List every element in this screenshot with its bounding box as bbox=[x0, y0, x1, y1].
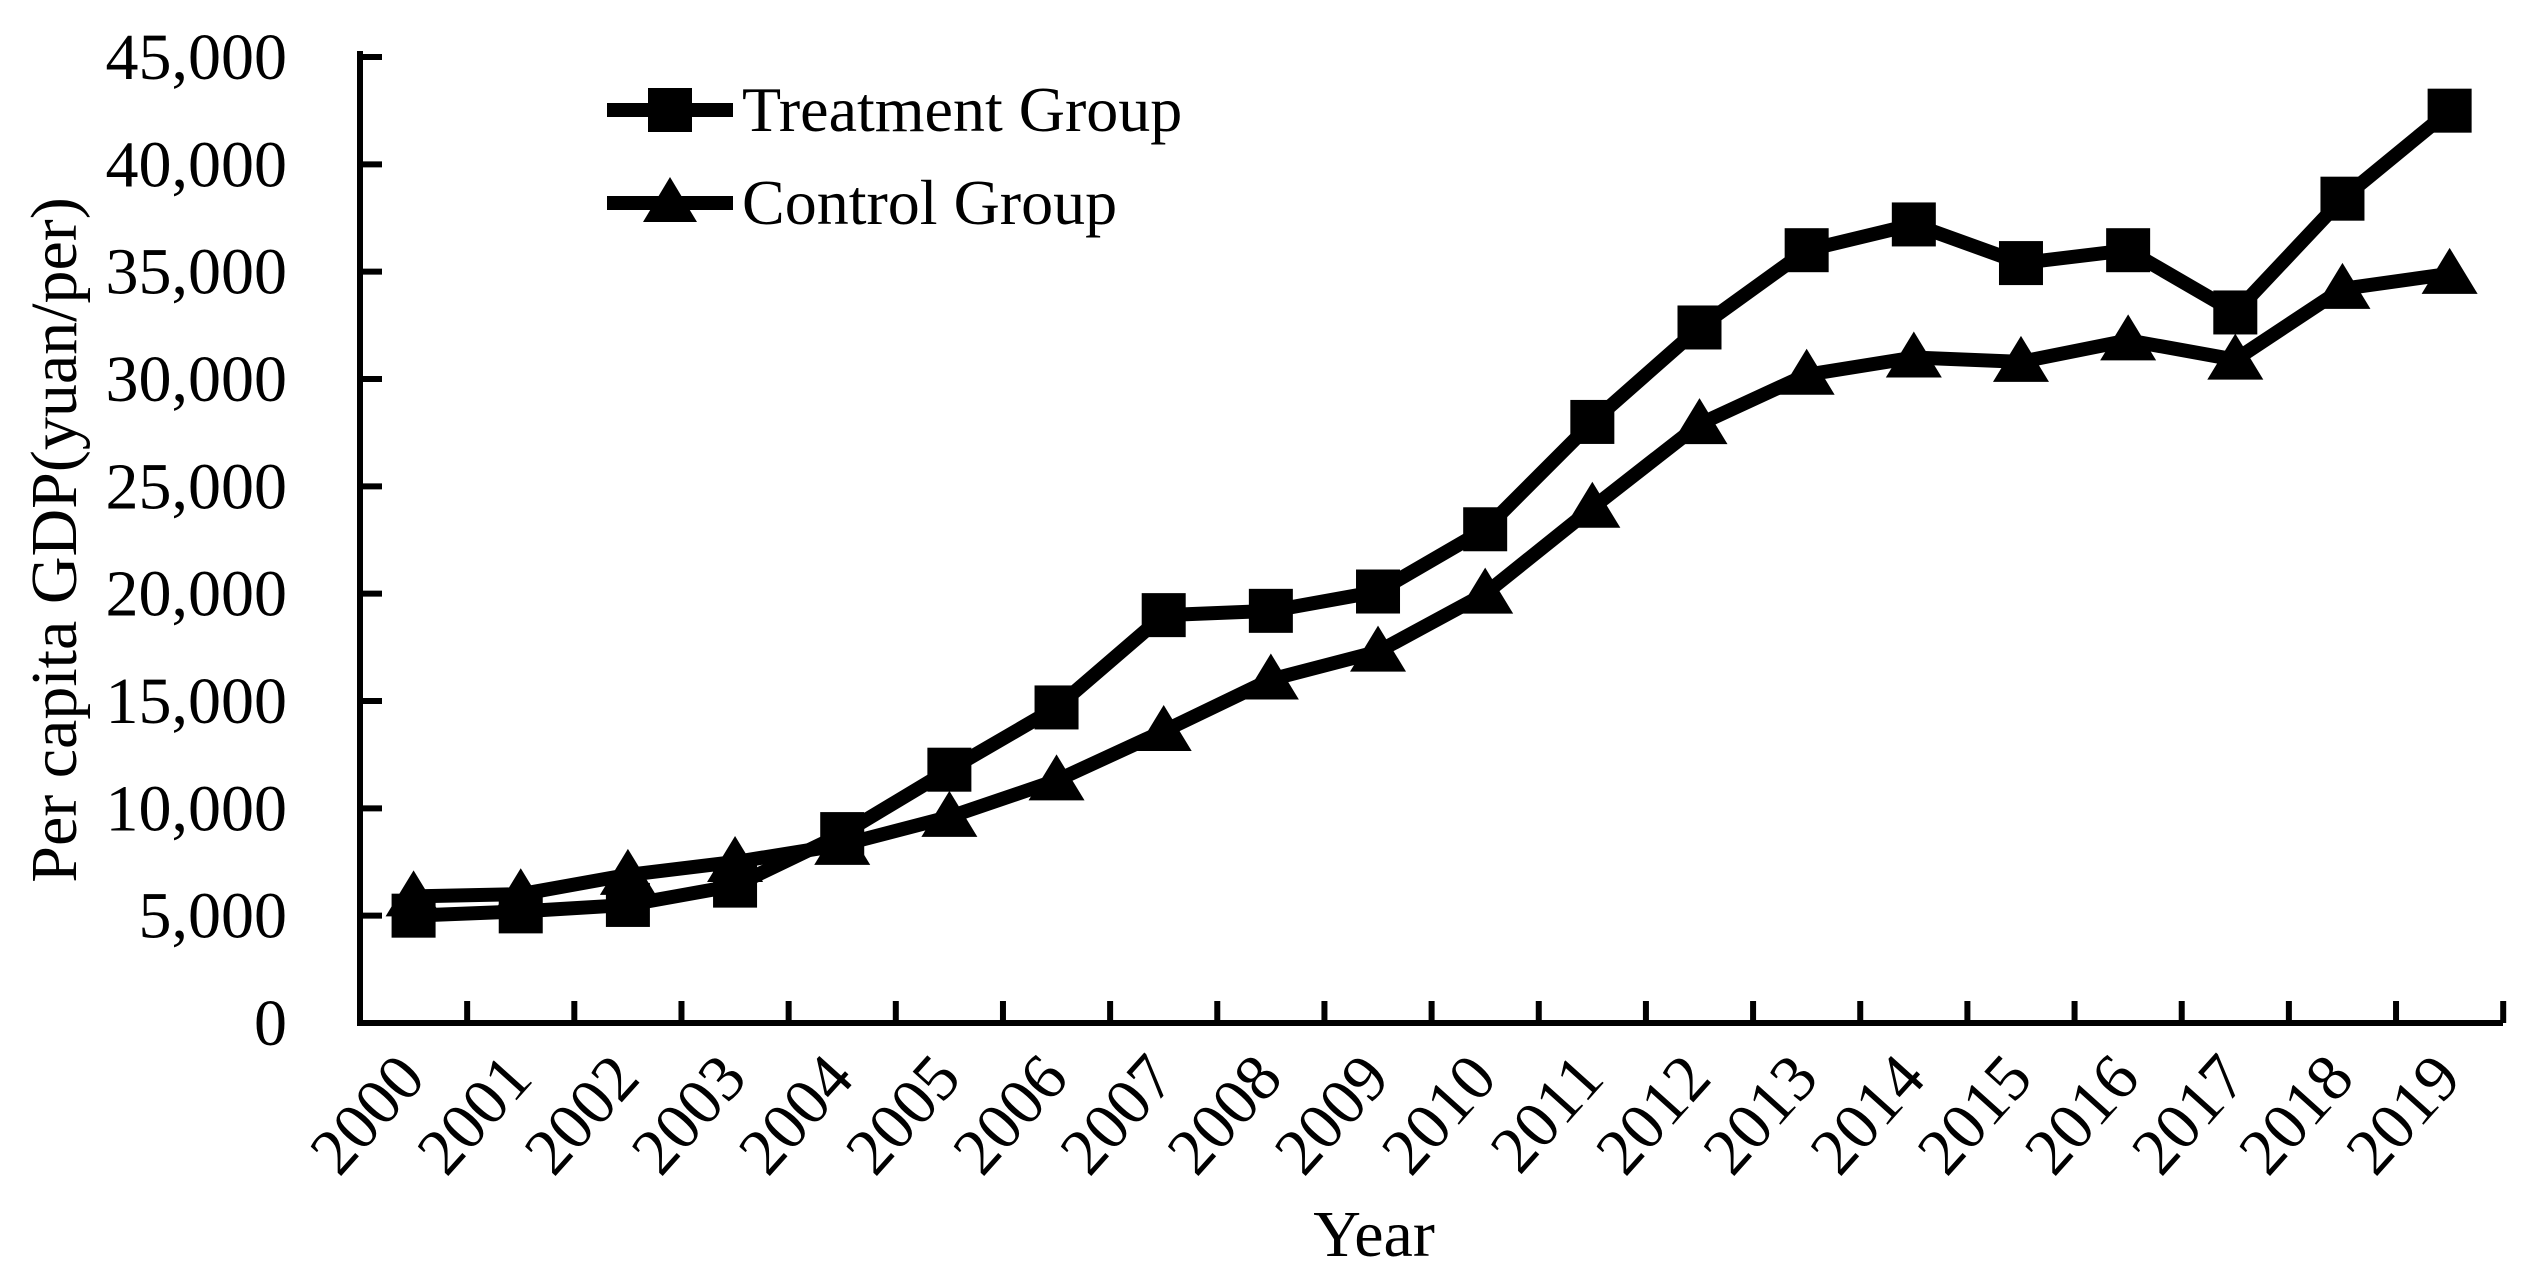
x-tick-label: 2005 bbox=[832, 1041, 975, 1188]
y-tick-label: 40,000 bbox=[106, 128, 288, 201]
y-tick-label: 15,000 bbox=[106, 665, 288, 738]
treatment-square-marker bbox=[1248, 588, 1293, 633]
y-axis-tick-labels: 0 5,000 10,000 15,000 20,000 25,000 30,000 35,0… bbox=[106, 21, 288, 1060]
control-triangle-marker bbox=[1671, 398, 1728, 445]
x-tick-label: 2003 bbox=[618, 1041, 761, 1188]
treatment-square-marker bbox=[1570, 399, 1615, 444]
treatment-square-marker bbox=[1891, 202, 1936, 247]
x-tick-label: 2000 bbox=[296, 1041, 439, 1188]
y-tick-label: 45,000 bbox=[106, 21, 288, 94]
treatment-square-marker bbox=[1141, 593, 1186, 638]
x-tick-label: 2017 bbox=[2118, 1041, 2261, 1188]
x-tick-label: 2019 bbox=[2332, 1041, 2475, 1188]
control-triangle-marker bbox=[1135, 705, 1192, 752]
control-triangle-marker bbox=[814, 818, 871, 865]
control-triangle-marker bbox=[2207, 333, 2264, 380]
treatment-square-marker bbox=[1998, 241, 2043, 286]
control-triangle-marker bbox=[1457, 567, 1514, 614]
x-tick-label: 2016 bbox=[2011, 1041, 2154, 1188]
legend-label-treatment: Treatment Group bbox=[742, 74, 1182, 145]
x-tick-label: 2015 bbox=[1904, 1041, 2047, 1188]
series-markers bbox=[385, 88, 2478, 938]
control-triangle-marker bbox=[1242, 653, 1299, 700]
control-triangle-marker bbox=[2314, 262, 2371, 309]
control-triangle-marker bbox=[1564, 481, 1621, 528]
x-tick-label: 2018 bbox=[2225, 1041, 2368, 1188]
x-tick-label: 2014 bbox=[1796, 1041, 1939, 1188]
y-tick-label: 35,000 bbox=[106, 236, 288, 309]
treatment-square-marker bbox=[2320, 176, 2365, 221]
legend-item-treatment: Treatment Group bbox=[607, 74, 1182, 145]
legend: Treatment Group Control Group bbox=[607, 74, 1182, 238]
x-tick-label: 2009 bbox=[1261, 1041, 1404, 1188]
legend-square-marker-icon bbox=[648, 88, 692, 132]
treatment-square-marker bbox=[1463, 507, 1508, 552]
y-tick-label: 20,000 bbox=[106, 558, 288, 631]
legend-triangle-marker-icon bbox=[643, 177, 697, 222]
x-tick-label: 2010 bbox=[1368, 1041, 1511, 1188]
control-triangle-marker bbox=[1350, 625, 1407, 672]
x-axis-title: Year bbox=[1313, 1198, 1435, 1271]
treatment-square-marker bbox=[927, 747, 972, 792]
treatment-square-marker bbox=[1677, 305, 1722, 350]
treatment-square-marker bbox=[1784, 228, 1829, 273]
control-triangle-marker bbox=[385, 870, 442, 917]
control-triangle-marker bbox=[492, 868, 549, 915]
y-tick-label: 25,000 bbox=[106, 450, 288, 523]
treatment-square-marker bbox=[1034, 685, 1079, 730]
treatment-square-marker bbox=[1356, 569, 1401, 614]
y-tick-label: 10,000 bbox=[106, 772, 288, 845]
legend-item-control: Control Group bbox=[607, 167, 1117, 238]
control-line bbox=[413, 266, 2451, 904]
control-triangle-marker bbox=[1028, 754, 1085, 801]
control-triangle-marker bbox=[707, 836, 764, 882]
x-tick-label: 2001 bbox=[403, 1041, 546, 1188]
y-axis-ticks bbox=[360, 54, 382, 1026]
treatment-square-marker bbox=[2427, 88, 2472, 133]
control-triangle-marker bbox=[599, 848, 656, 895]
x-axis-ticks bbox=[357, 1001, 2507, 1023]
control-triangle-marker bbox=[921, 790, 978, 837]
legend-label-control: Control Group bbox=[742, 167, 1117, 238]
y-tick-label: 30,000 bbox=[106, 343, 288, 416]
control-triangle-marker bbox=[1992, 335, 2049, 382]
control-triangle-marker bbox=[1885, 331, 1942, 378]
control-triangle-marker bbox=[2100, 314, 2157, 361]
x-tick-label: 2013 bbox=[1689, 1041, 1832, 1188]
x-tick-label: 2007 bbox=[1046, 1041, 1189, 1188]
y-tick-label: 0 bbox=[254, 987, 287, 1060]
x-tick-label: 2012 bbox=[1582, 1041, 1725, 1188]
y-axis-title: Per capita GDP(yuan/per) bbox=[18, 197, 91, 882]
x-tick-label: 2002 bbox=[510, 1041, 653, 1188]
x-tick-label: 2004 bbox=[725, 1041, 868, 1188]
control-triangle-marker bbox=[1778, 348, 1835, 395]
treatment-square-marker bbox=[2106, 228, 2151, 273]
control-triangle-marker bbox=[2421, 247, 2478, 294]
x-axis-tick-labels: 2000200120022003200420052006200720082009… bbox=[296, 1041, 2475, 1188]
x-tick-label: 2008 bbox=[1153, 1041, 1296, 1188]
x-tick-label: 2011 bbox=[1477, 1041, 1618, 1186]
y-tick-label: 5,000 bbox=[139, 880, 288, 953]
treatment-square-marker bbox=[2213, 290, 2258, 335]
x-tick-label: 2006 bbox=[939, 1041, 1082, 1188]
